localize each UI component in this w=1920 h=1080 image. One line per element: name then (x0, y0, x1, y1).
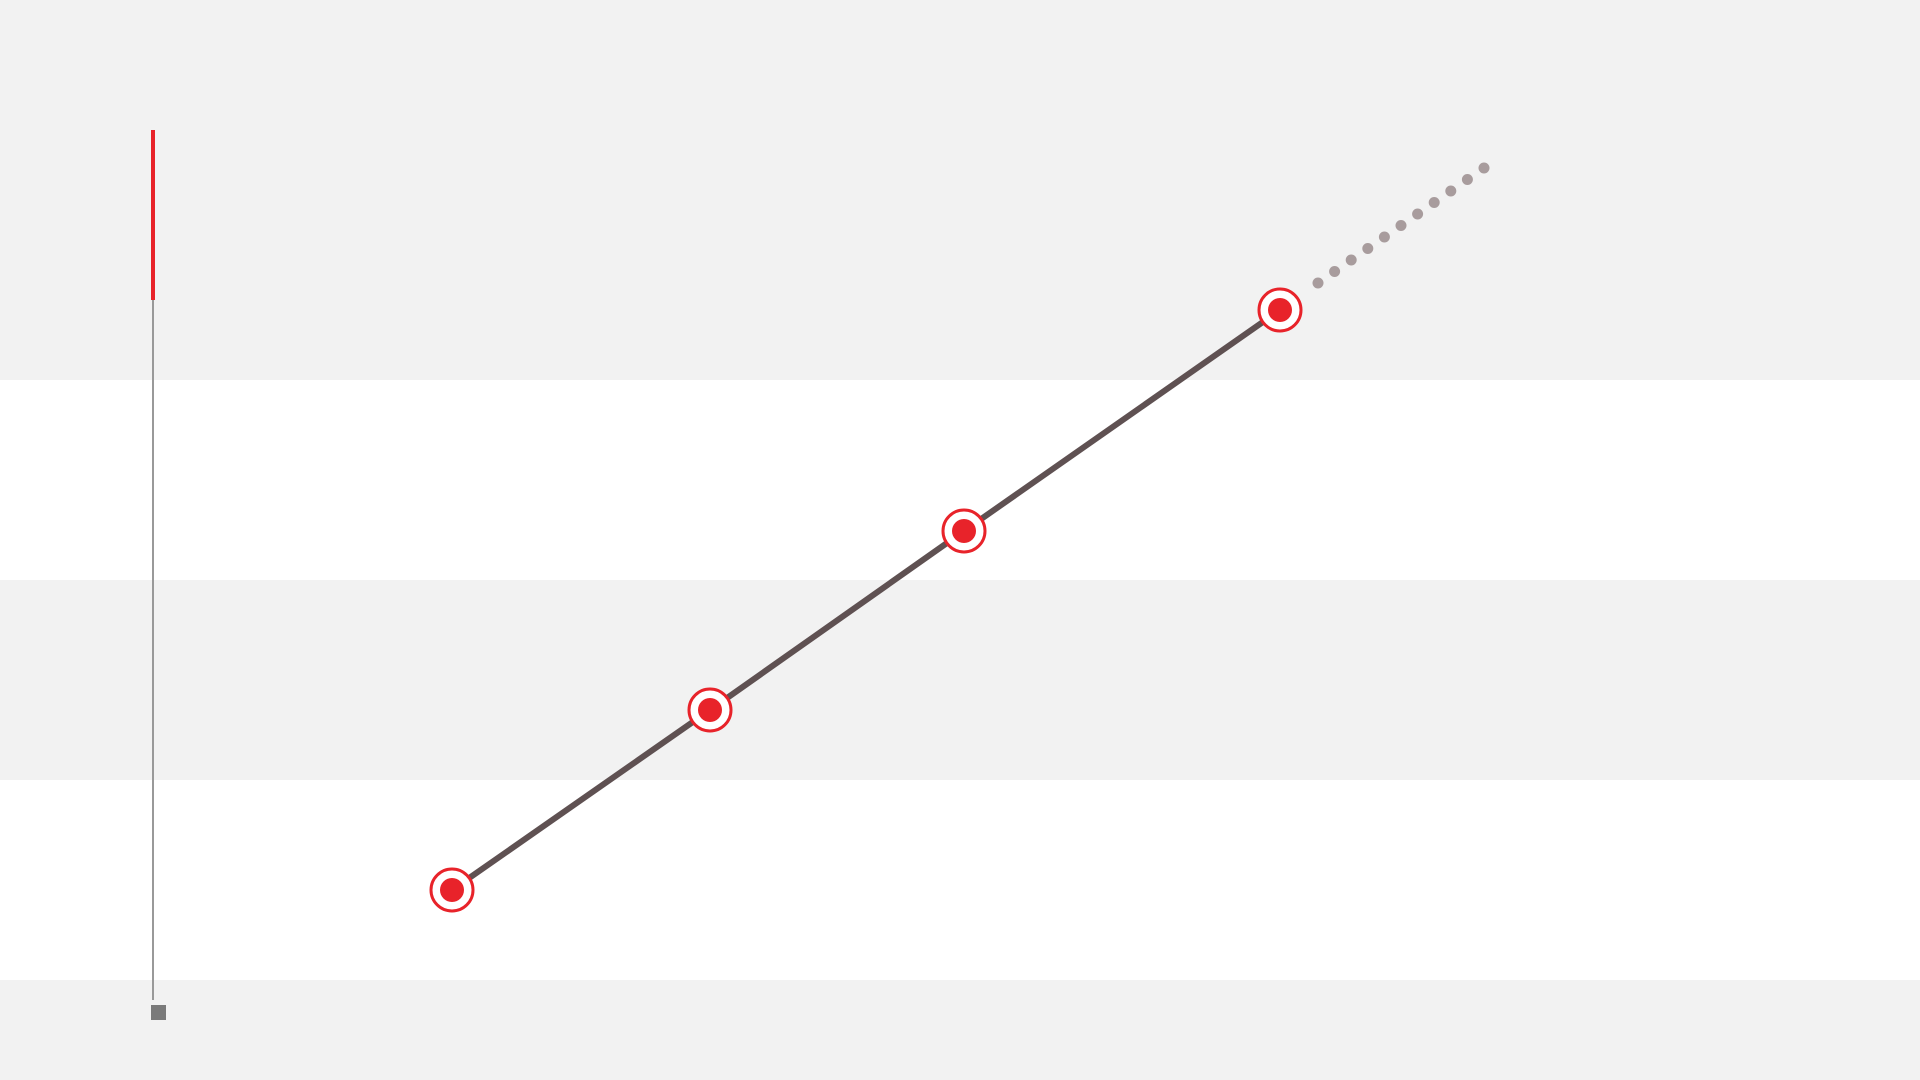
background-band-4 (0, 780, 1920, 980)
projection-dots (1312, 162, 1490, 289)
projection-dot (1329, 266, 1341, 277)
projection-dot (1312, 277, 1324, 289)
projection-dot (1445, 185, 1457, 197)
background-band-3 (0, 580, 1920, 780)
axis-end-marker (151, 1005, 166, 1020)
milestone-marker-4 (1257, 287, 1303, 333)
marker-dot (440, 878, 464, 902)
background-band-1 (0, 0, 1920, 380)
milestone-markers (429, 287, 1303, 913)
trend-line (449, 307, 1283, 893)
marker-dot (1268, 298, 1292, 322)
projection-dot (1478, 162, 1490, 174)
milestone-marker-1 (429, 867, 475, 913)
projection-dot (1345, 254, 1357, 266)
projection-dot (1412, 208, 1424, 220)
milestone-marker-2 (687, 687, 733, 733)
milestone-marker-3 (941, 508, 987, 554)
projection-dot (1362, 243, 1374, 254)
background-band-5 (0, 980, 1920, 1080)
marker-dot (952, 519, 976, 543)
projection-dot (1461, 174, 1473, 185)
projection-dot (1395, 220, 1407, 231)
projection-dot (1428, 197, 1440, 208)
marker-dot (698, 698, 722, 722)
projection-dot (1378, 231, 1390, 243)
